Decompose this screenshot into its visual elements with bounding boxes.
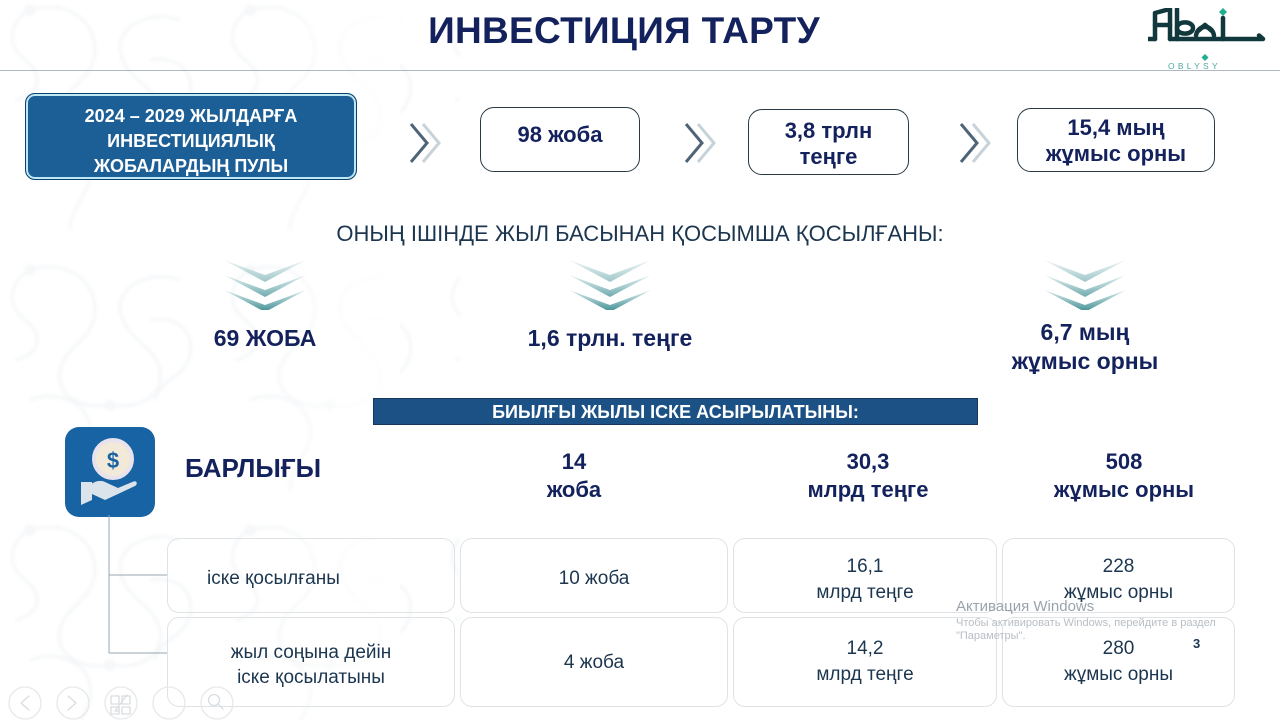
svg-text:OBLYSY: OBLYSY xyxy=(1168,61,1221,70)
svg-text:$: $ xyxy=(107,448,119,473)
